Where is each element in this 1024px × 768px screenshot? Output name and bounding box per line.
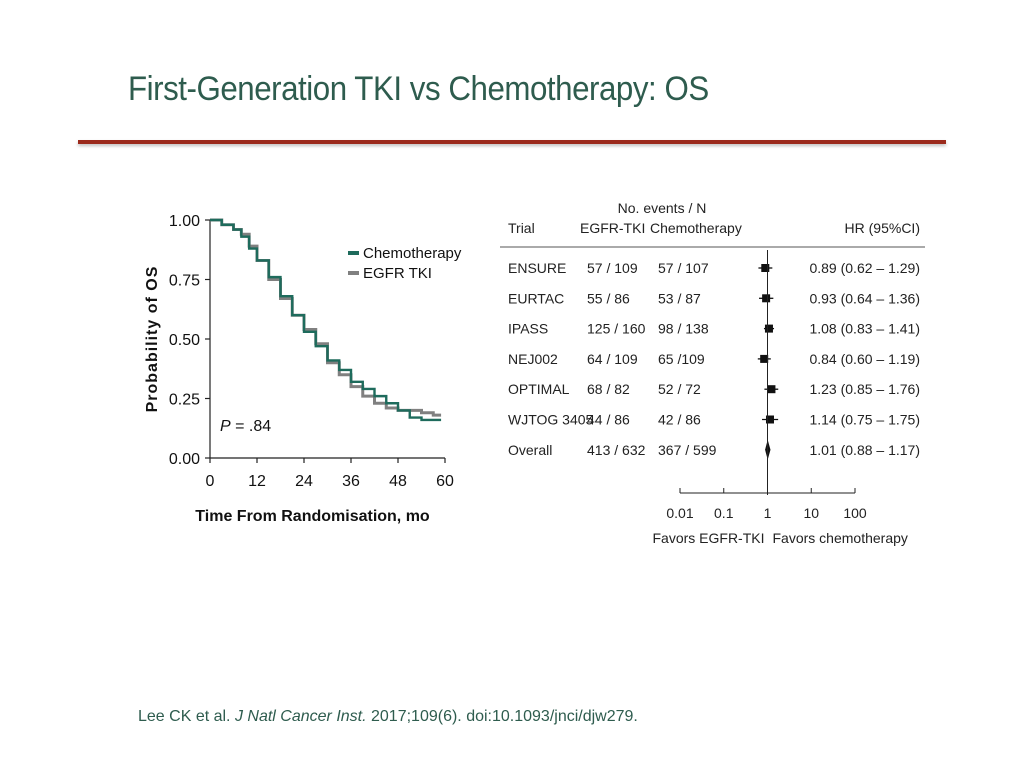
forest-row: EURTAC 55 / 86 53 / 87 0.93 (0.64 – 1.36): [508, 290, 920, 306]
hr-ci-text: 1.23 (0.85 – 1.76): [809, 381, 920, 397]
km-x-tick-label: 36: [342, 473, 360, 490]
citation-journal: J Natl Cancer Inst.: [234, 708, 367, 725]
p-value-annotation: P = .84: [220, 418, 271, 435]
forest-x-tick-label: 10: [803, 505, 819, 521]
km-x-tick-label: 0: [206, 473, 215, 490]
egfr-events: 57 / 109: [587, 260, 638, 276]
trial-name: IPASS: [508, 321, 548, 337]
km-x-tick-label: 12: [248, 473, 266, 490]
forest-row: NEJ002 64 / 109 65 /109 0.84 (0.60 – 1.19): [508, 351, 920, 367]
chemo-events: 65 /109: [658, 351, 705, 367]
egfr-events: 68 / 82: [587, 381, 630, 397]
egfr-events: 64 / 109: [587, 351, 638, 367]
hr-marker: [764, 324, 773, 333]
egfr-events: 413 / 632: [587, 442, 646, 458]
trial-name: NEJ002: [508, 351, 558, 367]
citation-details: 2017;109(6). doi:10.1093/jnci/djw279.: [366, 708, 638, 725]
km-y-tick-label: 0.75: [169, 273, 200, 290]
events-header: No. events / N: [618, 200, 707, 216]
forest-x-tick-label: 0.1: [714, 505, 734, 521]
km-x-tick-label: 24: [295, 473, 313, 490]
chemo-events: 57 / 107: [658, 260, 709, 276]
hr-marker: [762, 294, 771, 303]
km-y-tick-label: 0.50: [169, 332, 200, 349]
hr-marker: [761, 264, 770, 272]
hr-ci-text: 1.14 (0.75 – 1.75): [809, 412, 920, 428]
trial-name: EURTAC: [508, 290, 564, 306]
chemo-events: 367 / 599: [658, 442, 717, 458]
hr-ci-text: 0.84 (0.60 – 1.19): [809, 351, 920, 367]
forest-x-tick-label: 1: [764, 505, 772, 521]
forest-row: ENSURE 57 / 109 57 / 107 0.89 (0.62 – 1.29): [508, 260, 920, 276]
p-value-label: P: [220, 418, 231, 435]
km-y-axis-label: Probability of OS: [144, 266, 161, 413]
hr-ci-text: 0.89 (0.62 – 1.29): [809, 260, 920, 276]
egfr-events: 44 / 86: [587, 412, 630, 428]
legend-label: EGFR TKI: [363, 265, 432, 282]
km-x-tick-label: 48: [389, 473, 407, 490]
km-chart-svg: 0.00 0.25 0.50 0.75 1.00 0 12 24 36 48 60 Chemoth…: [144, 213, 462, 525]
trial-name: ENSURE: [508, 260, 566, 276]
favors-egfr-label: Favors EGFR-TKI: [652, 530, 764, 546]
forest-x-tick-label: 100: [843, 505, 867, 521]
hr-marker: [765, 415, 774, 424]
forest-plot: No. events / N Trial EGFR-TKI Chemothera…: [500, 195, 930, 560]
forest-overall-row: Overall 413 / 632 367 / 599 1.01 (0.88 – 1.…: [508, 439, 920, 460]
egfr-events: 125 / 160: [587, 321, 646, 337]
km-y-tick-label: 0.25: [169, 392, 200, 409]
col-header-trial: Trial: [508, 220, 535, 236]
chemo-events: 98 / 138: [658, 321, 709, 337]
forest-row: IPASS 125 / 160 98 / 138 1.08 (0.83 – 1.41): [508, 321, 920, 337]
p-value-number: = .84: [231, 418, 272, 435]
col-header-hr: HR (95%CI): [845, 220, 920, 236]
km-series-chemotherapy: [210, 218, 442, 422]
forest-plot-svg: No. events / N Trial EGFR-TKI Chemothera…: [500, 200, 925, 546]
hr-ci-text: 1.01 (0.88 – 1.17): [809, 442, 920, 458]
col-header-chemo: Chemotherapy: [650, 220, 742, 236]
citation-authors: Lee CK et al.: [138, 708, 235, 725]
hr-marker: [760, 354, 769, 363]
trial-name: WJTOG 3405: [508, 412, 594, 428]
hr-marker: [767, 385, 776, 394]
km-x-tick-label: 60: [436, 473, 454, 490]
forest-row: OPTIMAL 68 / 82 52 / 72 1.23 (0.85 – 1.76): [508, 381, 920, 397]
chemo-events: 42 / 86: [658, 412, 701, 428]
col-header-egfr: EGFR-TKI: [580, 220, 645, 236]
chemo-events: 53 / 87: [658, 290, 701, 306]
slide-title: First-Generation TKI vs Chemotherapy: OS: [128, 70, 709, 108]
trial-name: Overall: [508, 442, 552, 458]
km-y-tick-label: 0.00: [169, 451, 200, 468]
title-divider: [78, 140, 946, 144]
km-y-tick-label: 1.00: [169, 213, 200, 230]
km-x-axis-label: Time From Randomisation, mo: [195, 508, 430, 525]
favors-chemo-label: Favors chemotherapy: [773, 530, 908, 546]
legend-label: Chemotherapy: [363, 245, 462, 262]
km-survival-chart: 0.00 0.25 0.50 0.75 1.00 0 12 24 36 48 60 Chemoth…: [135, 200, 475, 540]
trial-name: OPTIMAL: [508, 381, 570, 397]
chemo-events: 52 / 72: [658, 381, 701, 397]
forest-x-tick-label: 0.01: [666, 505, 693, 521]
egfr-events: 55 / 86: [587, 290, 630, 306]
hr-ci-text: 0.93 (0.64 – 1.36): [809, 290, 920, 306]
hr-ci-text: 1.08 (0.83 – 1.41): [809, 321, 920, 337]
citation: Lee CK et al. J Natl Cancer Inst. 2017;1…: [138, 708, 638, 726]
